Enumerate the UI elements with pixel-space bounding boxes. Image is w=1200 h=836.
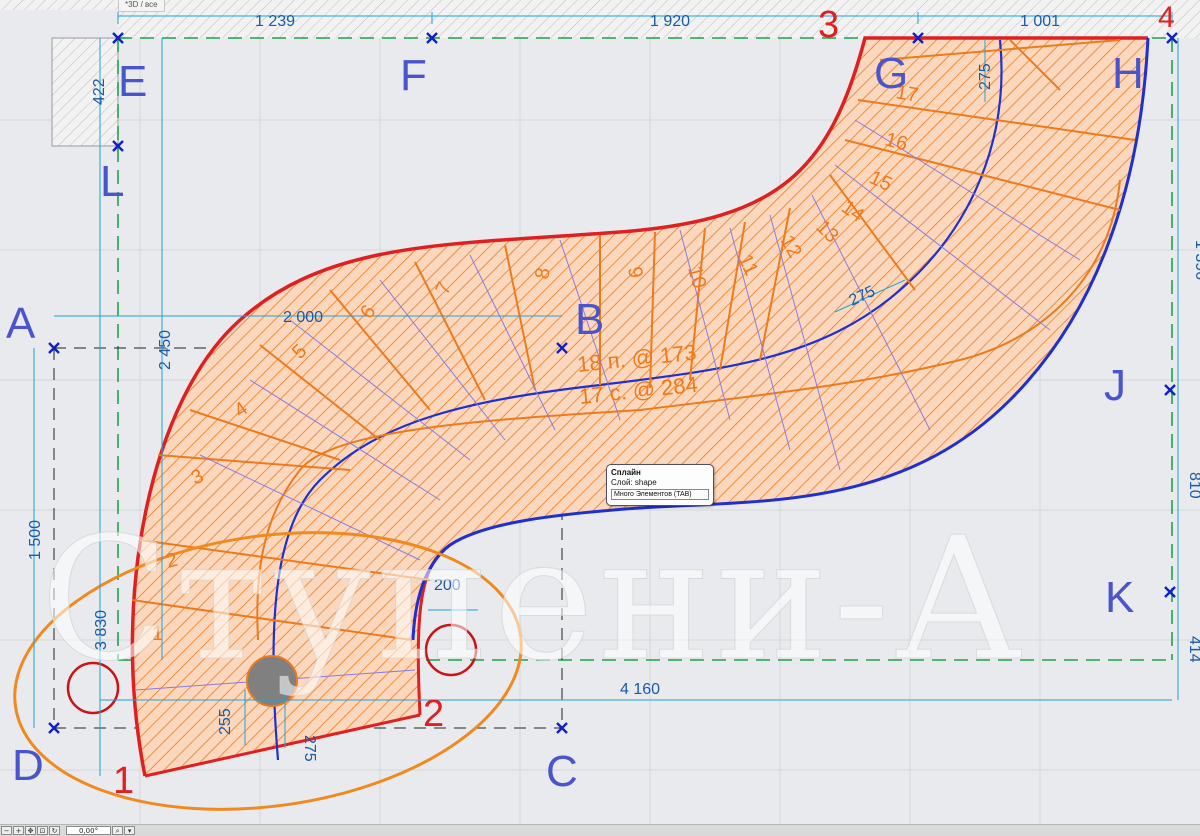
dimension-texts: 1 239 1 920 1 001 422 2 000 2 450 1 500 … [27,13,1200,762]
point-label-A: A [6,299,36,348]
status-bar: − + ✥ ⊡ ↻ 0,00° ⌕ ▾ [0,824,1200,836]
dim-255: 255 [217,708,234,735]
point-label-G: G [874,49,908,98]
zoom-area-icon[interactable]: ⌕ [112,826,124,835]
reference-lines-green [117,37,1173,661]
element-tooltip: Сплайн Слой: shape Много Элементов (TAB) [606,464,714,506]
outer-edge-red[interactable] [130,36,1148,777]
point-label-F: F [400,51,427,100]
dim-414: 414 [1186,636,1200,663]
pivot-marker[interactable] [246,655,298,707]
tooltip-hint: Много Элементов (TAB) [611,489,709,500]
point-labels: E F G H L A B J K D C [6,49,1144,796]
point-label-H: H [1112,49,1144,98]
dim-275-top: 275 [977,63,994,90]
step-number: 2 [164,549,180,573]
tooltip-title: Сплайн [611,468,641,477]
zoom-options-icon[interactable]: ▾ [124,826,136,835]
reference-markers[interactable] [48,32,1178,734]
corner-label-3: 3 [818,4,839,46]
view-tab[interactable]: *3D / все [118,0,165,12]
point-label-B: B [575,295,604,344]
step-number: 8 [531,266,555,281]
dim-1239: 1 239 [255,13,295,30]
step-lines [131,39,1136,641]
corner-label-1: 1 [113,760,134,802]
point-label-E: E [118,57,147,106]
dim-1500: 1 500 [27,520,44,560]
point-label-J: J [1104,361,1126,410]
guide-line-orange [256,179,1121,641]
dimension-lines [33,12,1179,776]
dim-1920: 1 920 [650,13,690,30]
point-label-C: C [546,747,578,796]
step-numbers: 1 2 3 4 5 6 7 8 9 10 11 12 13 14 15 16 1… [152,81,920,645]
inner-edge-blue[interactable] [411,37,1150,641]
fit-icon[interactable]: ⊡ [37,826,48,835]
zoom-in-icon[interactable]: + [13,826,24,835]
dim-2450: 2 450 [157,330,174,370]
corner-label-4: 4 [1158,1,1175,34]
stair-outline[interactable] [132,38,1148,776]
highlight-ellipse[interactable] [0,502,539,836]
dim-275-bottom: 275 [301,735,318,762]
dim-200: 200 [434,577,461,594]
zoom-out-icon[interactable]: − [1,826,12,835]
dim-1396: 1 396 [1192,240,1200,280]
point-label-K: K [1105,573,1134,622]
dim-3830: 3 830 [93,610,110,650]
step-number: 17 [894,81,920,107]
dim-1001: 1 001 [1020,13,1060,30]
marker-circle-right[interactable] [424,623,478,677]
marker-circle-left[interactable] [66,661,120,715]
pan-icon[interactable]: ✥ [25,826,36,835]
rotate-icon[interactable]: ↻ [49,826,60,835]
dim-2000: 2 000 [283,309,323,326]
dim-810: 810 [1186,472,1200,499]
step-number: 1 [152,623,163,645]
step-number: 9 [623,265,647,280]
point-label-D: D [12,741,44,790]
dim-4160: 4 160 [620,681,660,698]
point-label-L: L [100,157,124,206]
dim-422: 422 [91,78,108,105]
wall-hatch [0,0,1200,147]
angle-field[interactable]: 0,00° [66,826,112,835]
view-tab-label: *3D / все [125,0,158,9]
tooltip-layer: Слой: shape [611,478,657,487]
corner-label-2: 2 [423,693,444,735]
